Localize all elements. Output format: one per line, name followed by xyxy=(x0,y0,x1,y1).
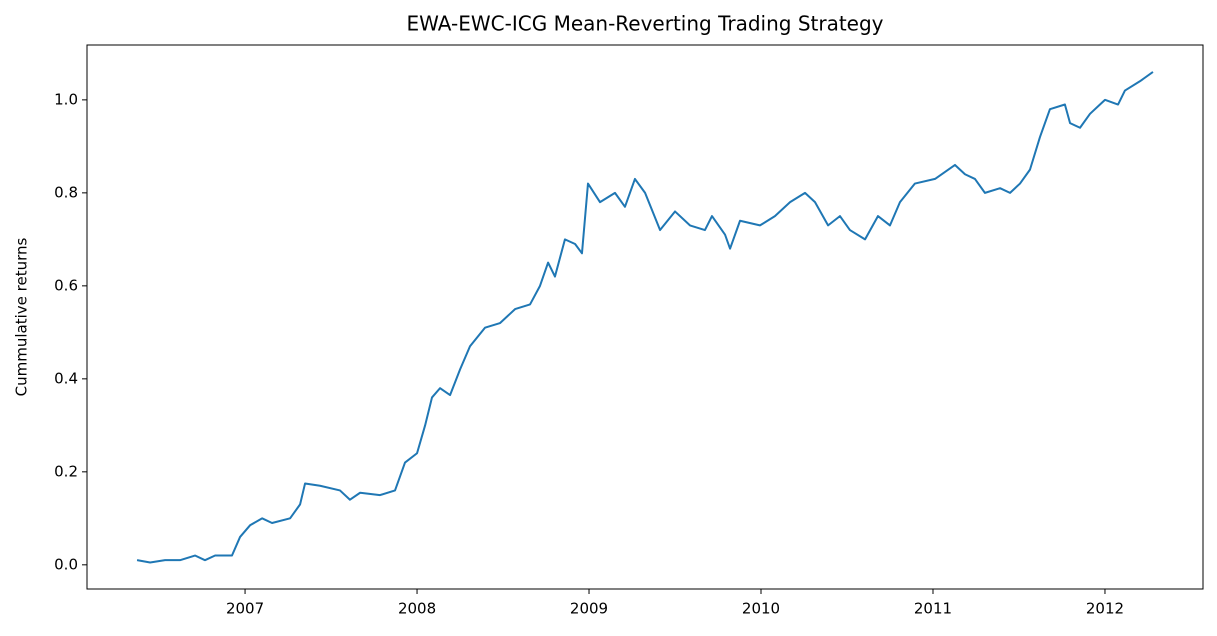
y-tick-label: 0.8 xyxy=(54,183,78,201)
chart-title: EWA-EWC-ICG Mean-Reverting Trading Strat… xyxy=(406,12,883,36)
x-tick-label: 2009 xyxy=(570,600,608,618)
y-tick-label: 0.6 xyxy=(54,276,78,294)
y-tick-label: 0.4 xyxy=(54,369,78,387)
x-tick-label: 2011 xyxy=(914,600,952,618)
plot-frame xyxy=(86,44,1204,590)
y-axis-label: Cummulative returns xyxy=(13,237,31,396)
x-tick-label: 2012 xyxy=(1086,600,1124,618)
y-tick-label: 0.0 xyxy=(54,555,78,573)
y-tick-label: 0.2 xyxy=(54,462,78,480)
line-series xyxy=(136,71,1154,564)
x-tick-label: 2010 xyxy=(742,600,780,618)
x-tick-label: 2008 xyxy=(398,600,436,618)
y-tick-label: 1.0 xyxy=(54,90,78,108)
x-tick-label: 2007 xyxy=(226,600,264,618)
